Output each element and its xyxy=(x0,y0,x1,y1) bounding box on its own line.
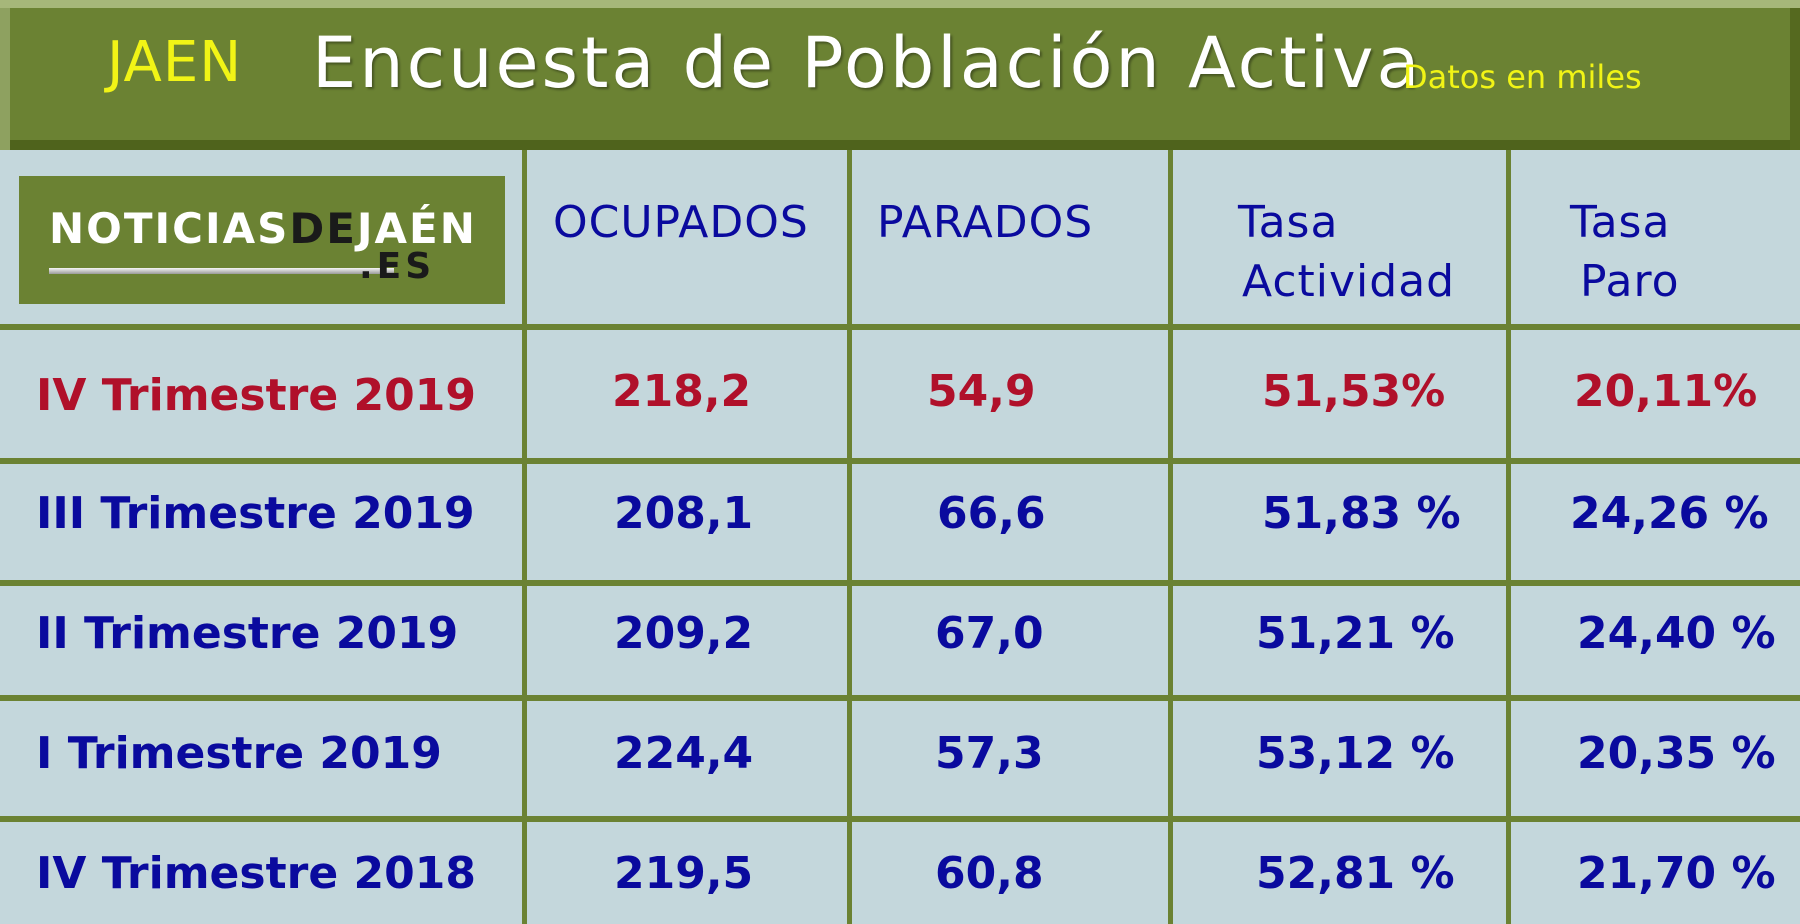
cell-tasa-actividad: 51,83 % xyxy=(1262,488,1461,539)
cell-parados: 60,8 xyxy=(935,848,1044,899)
cell-ocupados: 208,1 xyxy=(614,488,754,539)
logo-domain: .ES xyxy=(359,246,436,287)
col-divider-3 xyxy=(1168,150,1173,924)
units-note: Datos en miles xyxy=(1403,58,1642,96)
header-ocupados: OCUPADOS xyxy=(553,197,809,248)
cell-parados: 57,3 xyxy=(935,728,1044,779)
cell-parados: 54,9 xyxy=(927,366,1036,417)
logo-part-noticias: NOTICIAS xyxy=(49,204,290,253)
logo-part-de: DE xyxy=(289,204,357,253)
logo-underline xyxy=(49,268,394,274)
cell-parados: 66,6 xyxy=(937,488,1046,539)
noticias-de-jaen-logo: NOTICIASDEJAÉN .ES xyxy=(19,176,505,304)
row-divider-3 xyxy=(0,580,1800,586)
row-label: IV Trimestre 2019 xyxy=(36,370,476,421)
row-label: I Trimestre 2019 xyxy=(36,728,442,779)
cell-ocupados: 219,5 xyxy=(614,848,754,899)
col-divider-2 xyxy=(847,150,852,924)
cell-tasa-actividad: 51,53% xyxy=(1262,366,1446,417)
cell-parados: 67,0 xyxy=(935,608,1044,659)
logo-part-jaen: JAÉN xyxy=(356,204,477,253)
cell-ocupados: 209,2 xyxy=(614,608,754,659)
cell-tasa-actividad: 53,12 % xyxy=(1256,728,1455,779)
col-divider-1 xyxy=(522,150,527,924)
logo-wordmark: NOTICIASDEJAÉN xyxy=(49,204,477,253)
cell-tasa-paro: 24,26 % xyxy=(1570,488,1769,539)
row-label: IV Trimestre 2018 xyxy=(36,848,476,899)
header-tasa-actividad-line1: Tasa xyxy=(1238,197,1339,248)
title-banner: JAEN Encuesta de Población Activa Datos … xyxy=(0,0,1800,150)
region-label: JAEN xyxy=(107,30,243,95)
row-divider-2 xyxy=(0,458,1800,464)
header-tasa-paro-line1: Tasa xyxy=(1570,197,1671,248)
row-label: III Trimestre 2019 xyxy=(36,488,475,539)
cell-tasa-paro: 21,70 % xyxy=(1577,848,1776,899)
cell-tasa-paro: 20,11% xyxy=(1574,366,1758,417)
page-title: Encuesta de Población Activa xyxy=(312,22,1423,104)
header-parados: PARADOS xyxy=(877,197,1094,248)
cell-tasa-paro: 24,40 % xyxy=(1577,608,1776,659)
header-tasa-paro-line2: Paro xyxy=(1580,256,1680,307)
row-label: II Trimestre 2019 xyxy=(36,608,459,659)
cell-ocupados: 224,4 xyxy=(614,728,754,779)
header-tasa-actividad-line2: Actividad xyxy=(1242,256,1456,307)
cell-tasa-paro: 20,35 % xyxy=(1577,728,1776,779)
cell-tasa-actividad: 52,81 % xyxy=(1256,848,1455,899)
cell-ocupados: 218,2 xyxy=(612,366,752,417)
cell-tasa-actividad: 51,21 % xyxy=(1256,608,1455,659)
col-divider-4 xyxy=(1506,150,1511,924)
row-divider-1 xyxy=(0,324,1800,330)
row-divider-4 xyxy=(0,695,1800,701)
row-divider-5 xyxy=(0,816,1800,822)
